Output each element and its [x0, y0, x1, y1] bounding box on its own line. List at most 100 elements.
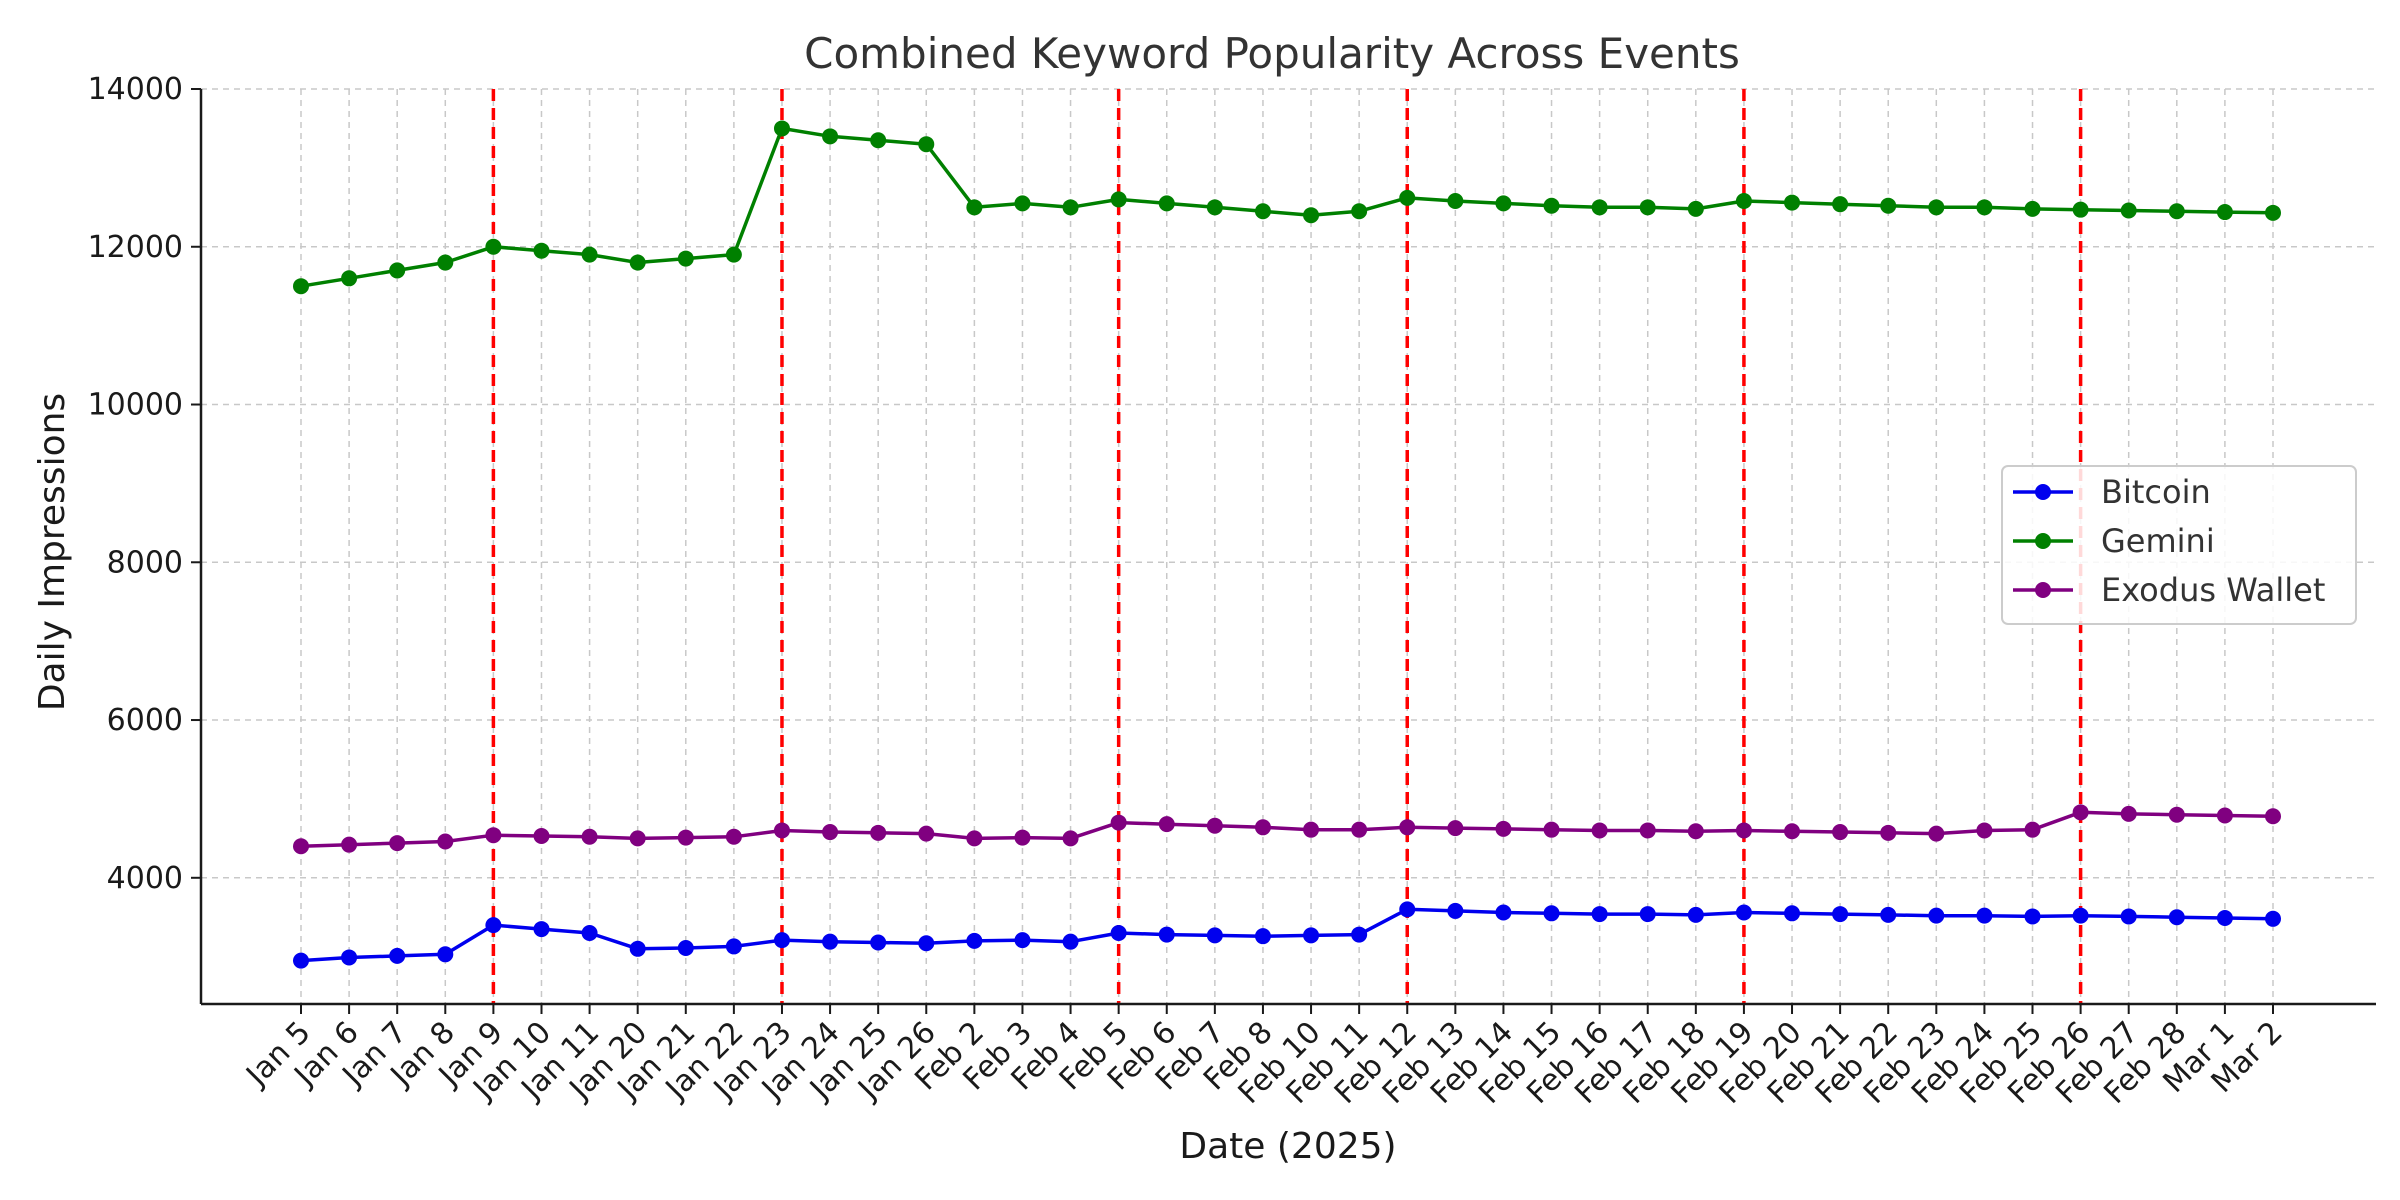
- data-point-exodus-wallet: [437, 833, 454, 850]
- data-point-bitcoin: [1976, 907, 1993, 924]
- x-axis-label: Date (2025): [1179, 1126, 1396, 1167]
- y-tick-label: 10000: [88, 388, 183, 423]
- data-point-gemini: [918, 136, 935, 153]
- legend-label: Bitcoin: [2101, 473, 2211, 511]
- data-point-bitcoin: [2072, 907, 2089, 924]
- data-point-exodus-wallet: [1351, 821, 1368, 838]
- data-point-exodus-wallet: [2120, 805, 2137, 822]
- data-point-bitcoin: [1735, 904, 1752, 921]
- data-point-exodus-wallet: [870, 824, 887, 841]
- data-point-bitcoin: [1014, 932, 1031, 949]
- y-ticks: 4000 6000 8000 10000 12000 14000: [88, 72, 201, 896]
- data-point-bitcoin: [1784, 905, 1801, 922]
- data-point-gemini: [389, 262, 406, 279]
- data-point-exodus-wallet: [581, 828, 598, 845]
- data-point-bitcoin: [870, 934, 887, 951]
- data-point-bitcoin: [1687, 906, 1704, 923]
- data-point-bitcoin: [918, 935, 935, 952]
- data-point-exodus-wallet: [1110, 814, 1127, 831]
- data-point-gemini: [437, 254, 454, 271]
- data-point-exodus-wallet: [2168, 806, 2185, 823]
- data-point-bitcoin: [1351, 926, 1368, 943]
- data-point-gemini: [1158, 195, 1175, 212]
- data-point-gemini: [2024, 200, 2041, 217]
- data-point-gemini: [2072, 201, 2089, 218]
- data-point-exodus-wallet: [2216, 807, 2233, 824]
- data-point-bitcoin: [2265, 910, 2281, 927]
- data-point-bitcoin: [1303, 927, 1320, 944]
- data-point-bitcoin: [1639, 906, 1656, 923]
- data-point-exodus-wallet: [773, 822, 790, 839]
- data-point-bitcoin: [2024, 908, 2041, 925]
- data-point-bitcoin: [1447, 902, 1464, 919]
- data-point-bitcoin: [293, 952, 309, 969]
- data-point-bitcoin: [1543, 905, 1560, 922]
- data-point-exodus-wallet: [341, 836, 358, 853]
- data-point-bitcoin: [581, 925, 598, 942]
- data-point-gemini: [1447, 193, 1464, 210]
- data-point-bitcoin: [1110, 925, 1127, 942]
- data-point-bitcoin: [1880, 906, 1897, 923]
- data-point-gemini: [822, 128, 839, 145]
- data-point-exodus-wallet: [2024, 821, 2041, 838]
- data-point-bitcoin: [773, 932, 790, 949]
- data-point-gemini: [870, 132, 887, 149]
- data-point-bitcoin: [389, 947, 406, 964]
- legend-label: Gemini: [2101, 522, 2215, 560]
- data-point-bitcoin: [2168, 909, 2185, 926]
- data-point-gemini: [1591, 199, 1608, 216]
- legend-swatch-marker: [2035, 533, 2051, 549]
- data-point-bitcoin: [1206, 927, 1223, 944]
- data-point-gemini: [1735, 193, 1752, 210]
- data-point-exodus-wallet: [1158, 816, 1175, 833]
- data-point-gemini: [1254, 203, 1271, 220]
- data-point-gemini: [533, 242, 550, 259]
- series-line-exodus-wallet: [300, 810, 2274, 848]
- data-point-gemini: [1399, 189, 1416, 206]
- data-point-gemini: [293, 278, 309, 295]
- data-point-exodus-wallet: [1687, 823, 1704, 840]
- legend-item-bitcoin: Bitcoin: [2013, 473, 2211, 511]
- data-point-exodus-wallet: [1976, 822, 1993, 839]
- data-point-exodus-wallet: [1254, 819, 1271, 836]
- legend-swatch-marker: [2035, 582, 2051, 598]
- data-point-bitcoin: [966, 932, 983, 949]
- data-point-exodus-wallet: [1495, 820, 1512, 837]
- series-group: [293, 120, 2281, 969]
- data-point-gemini: [1014, 195, 1031, 212]
- data-point-bitcoin: [677, 939, 694, 956]
- data-point-exodus-wallet: [293, 838, 309, 855]
- data-point-bitcoin: [341, 949, 358, 966]
- data-point-gemini: [1832, 196, 1849, 213]
- data-point-exodus-wallet: [1735, 822, 1752, 839]
- data-point-bitcoin: [1495, 904, 1512, 921]
- data-point-gemini: [2168, 203, 2185, 220]
- y-tick-label: 14000: [88, 72, 183, 107]
- data-point-bitcoin: [629, 940, 646, 957]
- data-point-exodus-wallet: [1639, 822, 1656, 839]
- data-point-exodus-wallet: [966, 830, 983, 847]
- data-point-exodus-wallet: [1832, 824, 1849, 841]
- data-point-exodus-wallet: [1880, 824, 1897, 841]
- event-markers: [491, 89, 2083, 1004]
- data-point-exodus-wallet: [1303, 821, 1320, 838]
- data-point-gemini: [1784, 194, 1801, 211]
- data-point-bitcoin: [485, 917, 502, 934]
- data-point-bitcoin: [822, 933, 839, 950]
- data-point-gemini: [1687, 200, 1704, 217]
- data-point-exodus-wallet: [1062, 830, 1079, 847]
- legend-item-exodus-wallet: Exodus Wallet: [2013, 571, 2325, 609]
- data-point-exodus-wallet: [1928, 825, 1945, 842]
- data-point-gemini: [1976, 199, 1993, 216]
- data-point-gemini: [2265, 204, 2281, 221]
- data-point-gemini: [966, 199, 983, 216]
- series-bitcoin: [293, 901, 2281, 969]
- data-point-gemini: [1639, 199, 1656, 216]
- legend: Bitcoin Gemini Exodus Wallet: [2001, 465, 2357, 625]
- data-point-bitcoin: [1591, 906, 1608, 923]
- series-gemini: [293, 120, 2281, 295]
- data-point-gemini: [1880, 197, 1897, 214]
- data-point-gemini: [725, 246, 742, 263]
